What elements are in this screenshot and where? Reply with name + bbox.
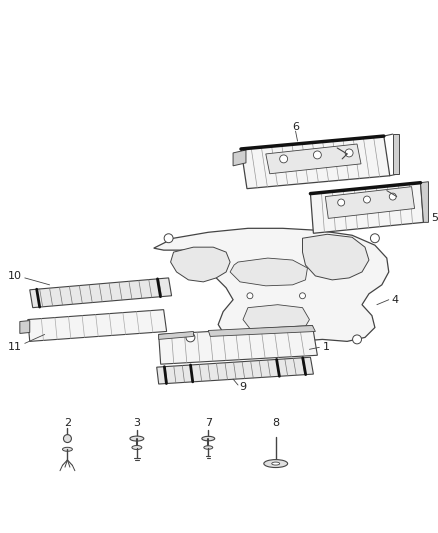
Text: 10: 10 xyxy=(8,271,22,281)
Polygon shape xyxy=(159,332,194,340)
Polygon shape xyxy=(20,320,30,334)
Circle shape xyxy=(353,335,361,344)
Circle shape xyxy=(247,293,253,298)
Circle shape xyxy=(371,234,379,243)
Text: 3: 3 xyxy=(133,418,140,427)
Polygon shape xyxy=(311,183,424,233)
Circle shape xyxy=(186,333,195,342)
Polygon shape xyxy=(157,357,314,384)
Text: 6: 6 xyxy=(292,122,299,132)
Ellipse shape xyxy=(264,459,288,467)
Circle shape xyxy=(300,293,305,298)
Text: 2: 2 xyxy=(64,418,71,427)
Text: 11: 11 xyxy=(8,342,22,352)
Polygon shape xyxy=(393,134,399,174)
Text: 9: 9 xyxy=(240,382,247,392)
Polygon shape xyxy=(266,144,361,174)
Text: 7: 7 xyxy=(205,418,212,427)
Circle shape xyxy=(338,199,345,206)
Polygon shape xyxy=(208,326,315,336)
Ellipse shape xyxy=(130,436,144,441)
Polygon shape xyxy=(159,326,318,364)
Polygon shape xyxy=(230,258,307,286)
Circle shape xyxy=(314,151,321,159)
Circle shape xyxy=(64,434,71,442)
Text: 8: 8 xyxy=(272,418,279,427)
Polygon shape xyxy=(30,278,172,308)
Polygon shape xyxy=(28,310,166,341)
Polygon shape xyxy=(420,182,428,222)
Text: 5: 5 xyxy=(431,213,438,223)
Circle shape xyxy=(364,196,371,203)
Polygon shape xyxy=(154,228,389,344)
Circle shape xyxy=(280,155,288,163)
Ellipse shape xyxy=(132,446,142,449)
Polygon shape xyxy=(243,305,309,335)
Text: 4: 4 xyxy=(392,295,399,305)
Polygon shape xyxy=(325,187,415,219)
Circle shape xyxy=(345,149,353,157)
Ellipse shape xyxy=(63,447,72,451)
Ellipse shape xyxy=(204,446,213,449)
Polygon shape xyxy=(303,235,369,280)
Circle shape xyxy=(389,193,396,200)
Polygon shape xyxy=(241,136,390,189)
Text: 1: 1 xyxy=(322,342,329,352)
Polygon shape xyxy=(170,247,230,282)
Circle shape xyxy=(164,234,173,243)
Ellipse shape xyxy=(202,437,215,441)
Ellipse shape xyxy=(272,462,280,465)
Polygon shape xyxy=(233,150,246,166)
